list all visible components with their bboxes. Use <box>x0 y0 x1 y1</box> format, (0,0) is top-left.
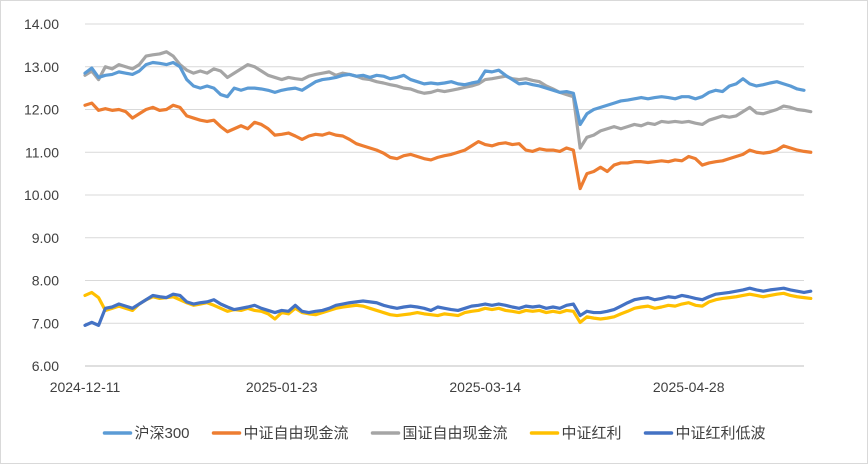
x-axis: 2024-12-11 2025-01-23 2025-03-14 2025-04-28 <box>50 365 804 395</box>
y-tick-label: 7.00 <box>32 315 59 331</box>
y-tick-label: 13.00 <box>24 59 59 75</box>
x-tick-label: 2025-03-14 <box>449 379 521 395</box>
x-tick-label: 2025-04-28 <box>653 379 725 395</box>
y-axis: 6.00 7.00 8.00 9.00 10.00 11.00 12.00 13.00 14.0… <box>24 16 59 374</box>
y-tick-label: 6.00 <box>32 358 59 374</box>
series-line-1 <box>83 101 813 191</box>
gridlines <box>85 23 804 324</box>
legend-item-0: 沪深300 <box>102 425 190 442</box>
legend-item-2: 国证自由现金流 <box>370 425 508 442</box>
y-tick-label: 8.00 <box>32 273 59 289</box>
legend-label: 中证红利低波 <box>676 425 766 442</box>
legend-label: 中证自由现金流 <box>244 425 349 442</box>
legend-label: 沪深300 <box>135 425 190 442</box>
y-tick-label: 14.00 <box>24 16 59 32</box>
series-lines <box>83 50 813 327</box>
y-tick-label: 9.00 <box>32 230 59 246</box>
x-tick-label: 2025-01-23 <box>246 379 318 395</box>
series-line-0 <box>83 60 806 127</box>
x-tick-label: 2024-12-11 <box>50 379 121 395</box>
series-line-2 <box>83 50 813 150</box>
legend-label: 国证自由现金流 <box>403 425 508 442</box>
y-tick-label: 11.00 <box>25 144 59 160</box>
y-tick-label: 10.00 <box>24 187 59 203</box>
series-line-4 <box>83 286 813 327</box>
legend: 沪深300 中证自由现金流 国证自由现金流 中证红利 中证红利低波 <box>102 425 766 442</box>
y-tick-label: 12.00 <box>24 102 59 118</box>
legend-item-3: 中证红利 <box>529 425 622 442</box>
legend-label: 中证红利 <box>562 425 622 442</box>
legend-item-4: 中证红利低波 <box>643 425 766 442</box>
legend-item-1: 中证自由现金流 <box>211 425 349 442</box>
